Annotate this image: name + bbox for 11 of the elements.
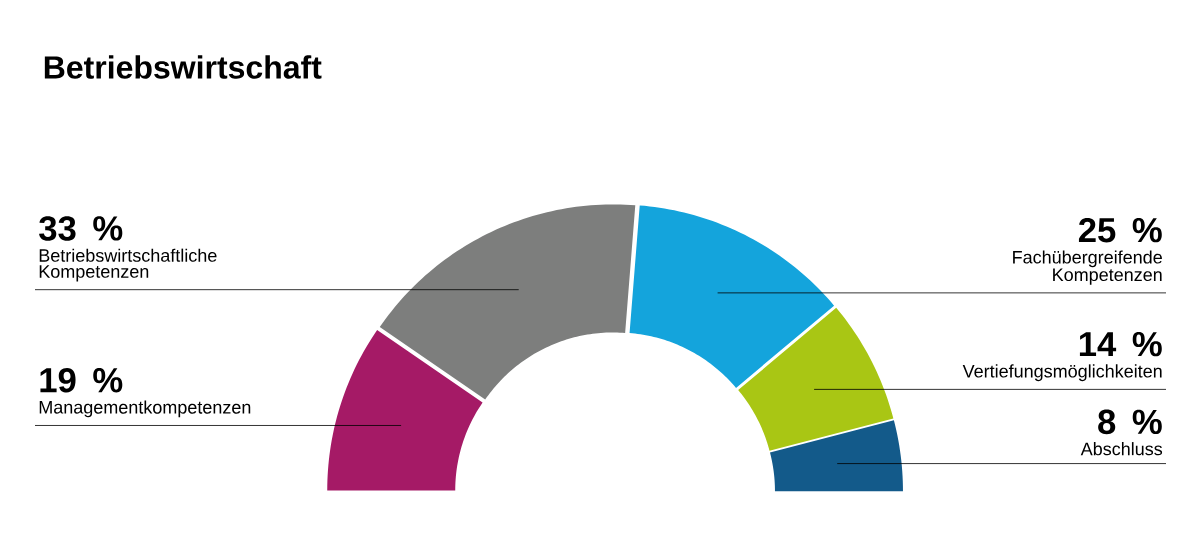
slice-label: Betriebswirtschaftliche Kompetenzen [39, 248, 217, 282]
data-label: 8 % [1098, 409, 1162, 435]
data-label: 25 % [1078, 217, 1162, 243]
data-label: 14 % [1079, 331, 1162, 357]
chart-title: Betriebswirtschaft [44, 55, 322, 79]
data-label: 33 % [39, 216, 123, 241]
slice-label: Abschluss [1080, 442, 1163, 456]
data-label: 19 % [40, 367, 123, 393]
slice-label: Vertiefungsmöglichkeiten [962, 364, 1162, 382]
slice-label: Fachübergreifende Kompetenzen [1013, 250, 1162, 285]
slice-label: Managementkompetenzen [39, 400, 251, 418]
